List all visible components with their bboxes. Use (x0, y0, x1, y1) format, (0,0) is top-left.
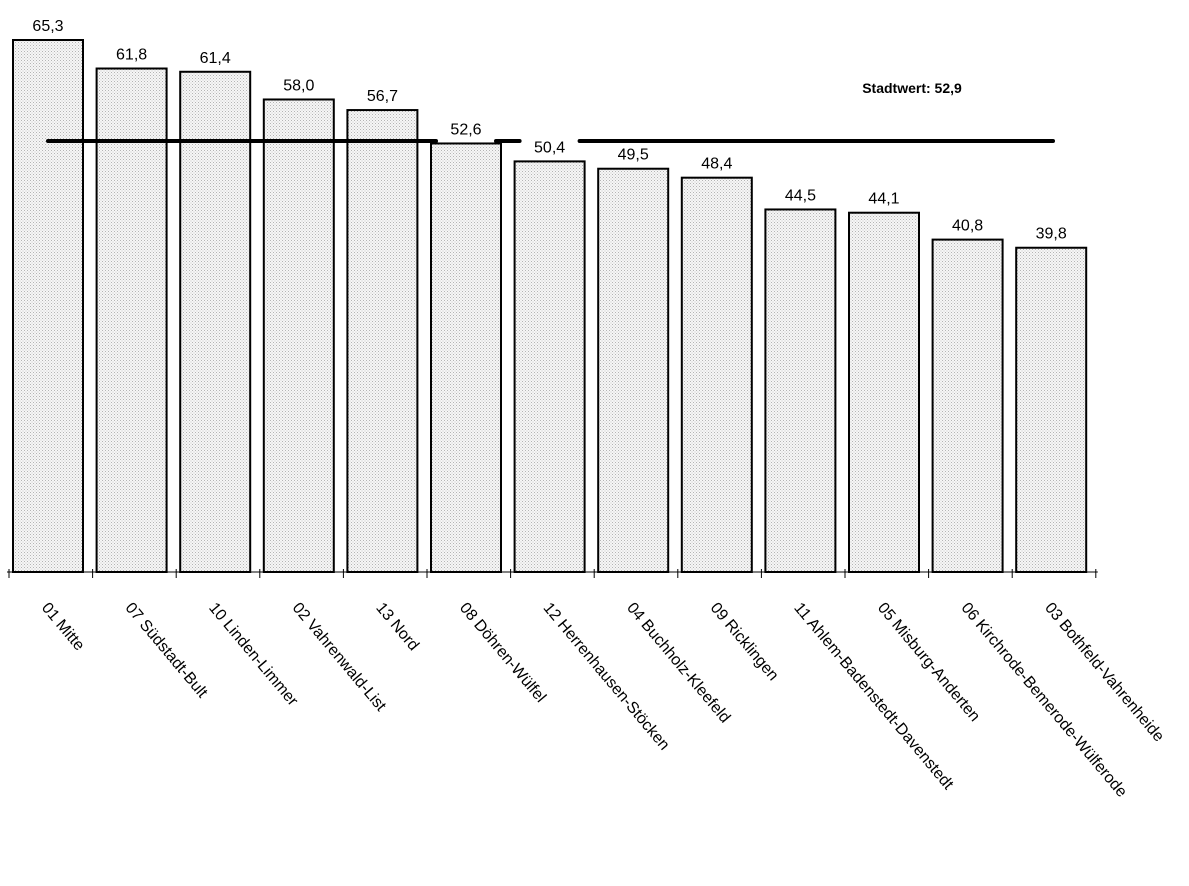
value-labels-group: 65,3 61,8 61,4 58,0 56,7 52,6 50,4 49,5 48,4 44,5… (32, 18, 1066, 243)
x-tick-label: 13 Nord (372, 600, 422, 655)
reference-line-label: Stadtwert: 52,9 (862, 80, 962, 96)
x-tick-label: 01 Mitte (38, 600, 88, 655)
x-tick-label: 07 Südstadt-Bult (122, 600, 211, 702)
bar (931, 238, 1004, 573)
bar (346, 109, 419, 573)
bar-value-label: 44,5 (785, 187, 816, 204)
x-tick-label: 11 Ahlem-Badenstedt-Davenstedt (790, 600, 956, 794)
bar (513, 160, 586, 573)
x-tick-label: 10 Linden-Limmer (205, 600, 301, 710)
bar (848, 211, 920, 573)
x-tick-label: 08 Döhren-Wülfel (456, 600, 549, 706)
bar (262, 98, 335, 573)
x-tick-label: 06 Kirchrode-Bemerode-Wülferode (958, 600, 1131, 801)
bar (179, 70, 252, 574)
bar-value-label: 58,0 (283, 77, 314, 94)
bar-value-label: 48,4 (701, 156, 732, 173)
bar-value-label: 61,4 (200, 50, 231, 67)
bars-group (12, 39, 1088, 574)
bar (430, 142, 502, 573)
bar (95, 67, 168, 573)
bar (1015, 246, 1088, 574)
x-tick-label: 09 Ricklingen (707, 600, 782, 685)
bar (764, 208, 837, 573)
bar-value-label: 65,3 (32, 18, 63, 35)
bar-value-label: 39,8 (1036, 226, 1067, 243)
bar-value-label: 49,5 (618, 147, 649, 164)
bar-value-label: 50,4 (534, 139, 565, 156)
bar (597, 167, 670, 574)
bar (680, 176, 753, 573)
x-tick-label: 02 Vahrenwald-List (289, 600, 390, 715)
bar-value-label: 61,8 (116, 47, 147, 64)
bar-value-label: 52,6 (450, 121, 481, 138)
bar (12, 39, 84, 573)
bar-value-label: 44,1 (868, 191, 899, 208)
bar-value-label: 56,7 (367, 88, 398, 105)
bar-value-label: 40,8 (952, 218, 983, 235)
x-axis (7, 569, 1098, 578)
